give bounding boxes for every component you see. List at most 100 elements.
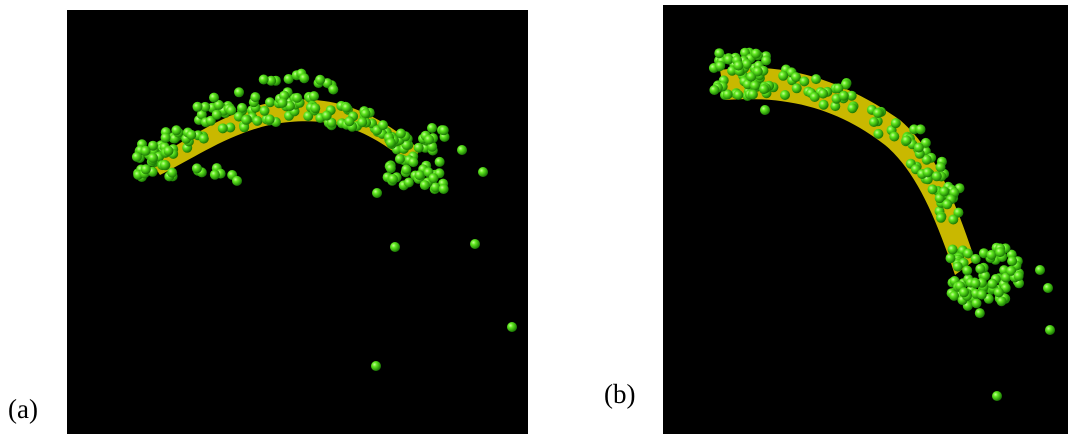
sphere bbox=[811, 74, 822, 85]
sphere bbox=[818, 88, 829, 99]
sphere bbox=[922, 167, 933, 178]
sphere bbox=[328, 84, 339, 95]
sphere bbox=[975, 263, 986, 274]
sphere bbox=[131, 151, 142, 162]
sphere bbox=[225, 122, 236, 133]
sphere bbox=[478, 167, 488, 177]
sphere bbox=[847, 103, 858, 114]
sphere bbox=[192, 101, 203, 112]
sphere bbox=[1043, 283, 1053, 293]
sphere bbox=[186, 129, 197, 140]
sphere bbox=[160, 132, 171, 143]
sphere bbox=[840, 79, 851, 90]
sphere bbox=[993, 287, 1004, 298]
sphere bbox=[266, 75, 277, 86]
sphere bbox=[752, 66, 763, 77]
sphere bbox=[395, 128, 406, 139]
sphere bbox=[191, 163, 202, 174]
sphere bbox=[310, 103, 321, 114]
sphere bbox=[921, 154, 932, 165]
sphere bbox=[722, 89, 733, 100]
sphere bbox=[936, 212, 946, 223]
sphere bbox=[963, 248, 974, 259]
sphere bbox=[419, 180, 430, 191]
sphere bbox=[372, 188, 382, 198]
sphere bbox=[953, 207, 964, 218]
sphere bbox=[167, 167, 178, 178]
sphere bbox=[299, 73, 310, 84]
sphere bbox=[283, 74, 294, 84]
sphere bbox=[741, 59, 752, 69]
sphere bbox=[760, 105, 770, 115]
sphere bbox=[428, 173, 439, 184]
sphere bbox=[949, 290, 960, 301]
sphere bbox=[427, 123, 437, 133]
sphere bbox=[945, 253, 956, 264]
sphere bbox=[321, 110, 332, 121]
sphere bbox=[344, 116, 355, 127]
sphere bbox=[868, 117, 879, 127]
sphere bbox=[935, 162, 946, 173]
sphere bbox=[791, 72, 801, 83]
sphere bbox=[715, 60, 726, 71]
sphere bbox=[818, 99, 829, 110]
sphere bbox=[830, 101, 841, 112]
sphere bbox=[1035, 265, 1045, 275]
sphere bbox=[1013, 271, 1024, 281]
sphere bbox=[388, 174, 398, 184]
sphere bbox=[913, 142, 924, 153]
sphere bbox=[1007, 256, 1018, 267]
sphere bbox=[438, 184, 449, 194]
sphere bbox=[901, 135, 912, 146]
sphere bbox=[987, 278, 998, 289]
sphere bbox=[430, 182, 441, 193]
sphere bbox=[250, 92, 261, 103]
sphere bbox=[315, 74, 326, 85]
sphere bbox=[890, 118, 901, 129]
sphere bbox=[401, 164, 412, 175]
sphere bbox=[234, 87, 244, 98]
sphere bbox=[931, 171, 942, 182]
sphere bbox=[799, 76, 810, 87]
sphere bbox=[357, 117, 368, 128]
sphere bbox=[378, 120, 388, 131]
sphere bbox=[277, 97, 288, 108]
sphere bbox=[992, 391, 1002, 401]
sphere bbox=[292, 92, 303, 103]
sphere bbox=[976, 289, 987, 300]
sphere bbox=[140, 164, 151, 175]
sphere bbox=[394, 154, 405, 164]
sphere bbox=[750, 80, 760, 91]
sphere bbox=[970, 278, 981, 289]
sphere bbox=[780, 90, 790, 100]
sphere bbox=[714, 48, 725, 59]
sphere bbox=[927, 184, 938, 195]
sphere bbox=[209, 169, 220, 180]
sphere bbox=[341, 102, 352, 113]
sphere bbox=[962, 265, 973, 276]
sphere bbox=[213, 99, 224, 110]
sphere bbox=[148, 152, 158, 163]
sphere bbox=[761, 55, 772, 66]
sphere bbox=[920, 137, 931, 148]
sphere bbox=[285, 101, 295, 111]
sphere bbox=[438, 125, 449, 136]
sphere bbox=[259, 105, 270, 116]
sphere bbox=[974, 308, 985, 319]
sphere bbox=[200, 101, 211, 112]
sphere bbox=[942, 199, 953, 210]
sphere bbox=[309, 91, 319, 102]
sphere bbox=[915, 124, 926, 135]
sphere bbox=[196, 109, 207, 120]
sphere bbox=[948, 214, 959, 225]
sphere bbox=[838, 90, 849, 101]
sphere bbox=[239, 122, 250, 133]
sphere bbox=[258, 74, 269, 85]
sphere bbox=[326, 117, 337, 128]
sphere bbox=[791, 83, 802, 94]
panel-label: (b) bbox=[604, 379, 635, 409]
sphere bbox=[759, 84, 769, 95]
sphere bbox=[403, 177, 414, 188]
sphere bbox=[846, 90, 857, 101]
